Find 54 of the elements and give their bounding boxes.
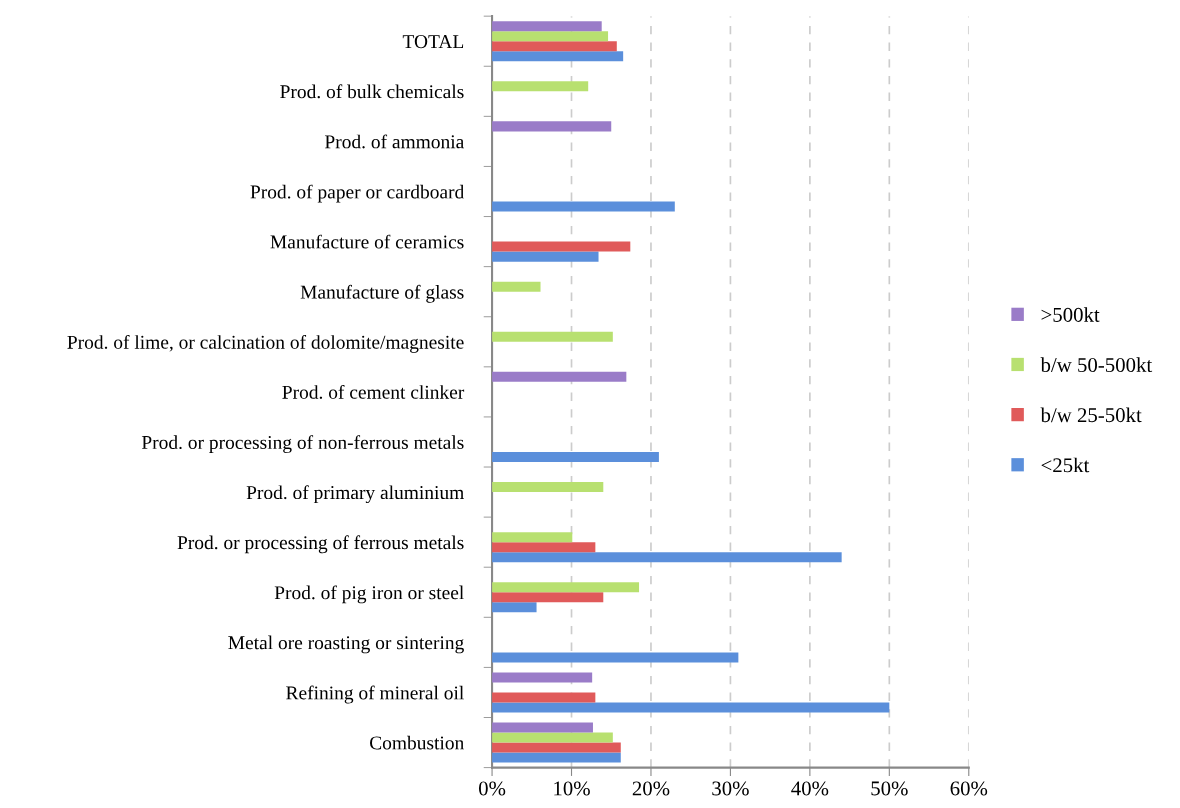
bar	[492, 732, 613, 743]
bar	[492, 31, 609, 42]
bar	[492, 722, 593, 733]
y-tick-label: Prod. of cement clinker	[282, 384, 465, 399]
y-tick-label: TOTAL	[402, 35, 464, 49]
x-tick-label: 0%	[478, 781, 506, 796]
bar	[492, 582, 640, 593]
y-tick-label: Prod. of pig iron or steel	[274, 585, 464, 604]
bar	[492, 542, 596, 553]
bar	[492, 652, 739, 663]
legend-label: b/w 50-500kt	[1040, 357, 1153, 373]
y-tick-label: Prod. or processing of non-ferrous metals	[141, 435, 464, 454]
y-tick-label: Prod. of paper or cardboard	[250, 184, 465, 203]
y-tick-label: Combustion	[370, 735, 464, 750]
y-tick-label: Manufacture of glass	[300, 284, 464, 303]
y-tick-label: Prod. of bulk chemicals	[280, 84, 464, 99]
bar	[492, 21, 602, 32]
bar	[492, 552, 842, 563]
y-tick-label: Prod. of ammonia	[324, 134, 465, 149]
bar	[492, 51, 624, 62]
bar	[492, 201, 675, 212]
legend-label: <25kt	[1041, 457, 1090, 473]
bar	[492, 752, 621, 763]
y-tick-label: Prod. or processing of ferrous metals	[177, 535, 464, 554]
x-tick-label: 50%	[871, 781, 908, 796]
bar	[492, 592, 604, 603]
bar	[492, 281, 541, 292]
legend-label: >500kt	[1041, 307, 1100, 322]
bar	[492, 702, 890, 713]
bar	[492, 672, 593, 683]
bar	[492, 241, 631, 252]
bar	[492, 251, 599, 262]
y-tick-label: Manufacture of ceramics	[270, 234, 464, 249]
x-tick-label: 10%	[554, 781, 590, 796]
bar	[492, 81, 589, 92]
bar	[492, 331, 613, 342]
bar	[492, 121, 612, 132]
bar	[492, 482, 604, 493]
y-tick-label: Prod. of lime, or calcination of dolomite/magnesite	[67, 334, 464, 353]
bar	[492, 41, 617, 52]
x-tick-label: 60%	[950, 781, 988, 796]
legend-label: b/w 25-50kt	[1040, 407, 1142, 423]
y-tick-label: Refining of mineral oil	[286, 685, 464, 704]
y-tick-label: Metal ore roasting or sintering	[228, 635, 464, 654]
bar	[492, 532, 573, 543]
bar	[492, 602, 537, 613]
bar	[492, 452, 659, 463]
y-tick-label: Prod. of primary aluminium	[246, 485, 464, 504]
x-tick-label: 20%	[632, 781, 670, 796]
bar	[492, 371, 627, 382]
bar	[492, 692, 596, 703]
x-tick-label: 40%	[791, 781, 829, 796]
bar	[492, 742, 621, 753]
x-tick-label: 30%	[712, 781, 749, 796]
